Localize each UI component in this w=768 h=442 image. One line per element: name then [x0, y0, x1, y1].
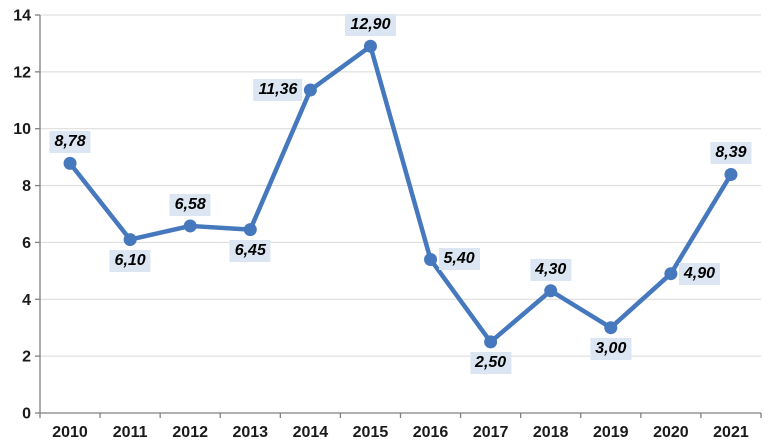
data-point	[724, 167, 738, 181]
y-tick-label: 2	[22, 349, 31, 366]
data-point	[424, 252, 438, 266]
x-tick-label: 2012	[172, 424, 208, 441]
series-markers	[63, 39, 738, 349]
x-tick-label: 2018	[533, 424, 569, 441]
data-point	[484, 335, 498, 349]
y-axis: 0 2 4 6 8 10 12 14	[13, 8, 41, 423]
x-tick-label: 2010	[52, 424, 88, 441]
y-tick-label: 6	[22, 235, 31, 252]
data-point	[243, 223, 257, 237]
x-tick-label: 2020	[653, 424, 689, 441]
y-tick-label: 10	[13, 121, 31, 138]
y-tick-label: 12	[13, 64, 31, 81]
data-point	[604, 321, 618, 335]
series-line	[67, 44, 734, 345]
x-tick-label: 2014	[293, 424, 329, 441]
data-point	[544, 284, 558, 298]
x-tick-label: 2021	[713, 424, 749, 441]
data-point	[303, 83, 317, 97]
data-point	[363, 39, 377, 53]
y-tick-label: 0	[22, 406, 31, 423]
data-point	[664, 267, 678, 281]
gridlines	[40, 14, 761, 357]
x-axis: 2010 2011 2012 2013 2014 2015 2016 2017 2018 2019…	[39, 412, 762, 441]
y-tick-label: 4	[22, 292, 31, 309]
data-point	[183, 219, 197, 233]
y-tick-label: 14	[13, 8, 31, 25]
x-tick-label: 2017	[473, 424, 509, 441]
x-tick-label: 2019	[593, 424, 629, 441]
data-point	[123, 233, 137, 247]
y-tick-label: 8	[22, 178, 31, 195]
x-tick-label: 2015	[353, 424, 389, 441]
x-tick-label: 2016	[413, 424, 449, 441]
x-tick-label: 2013	[232, 424, 268, 441]
x-tick-label: 2011	[113, 424, 148, 441]
data-point	[63, 156, 77, 170]
